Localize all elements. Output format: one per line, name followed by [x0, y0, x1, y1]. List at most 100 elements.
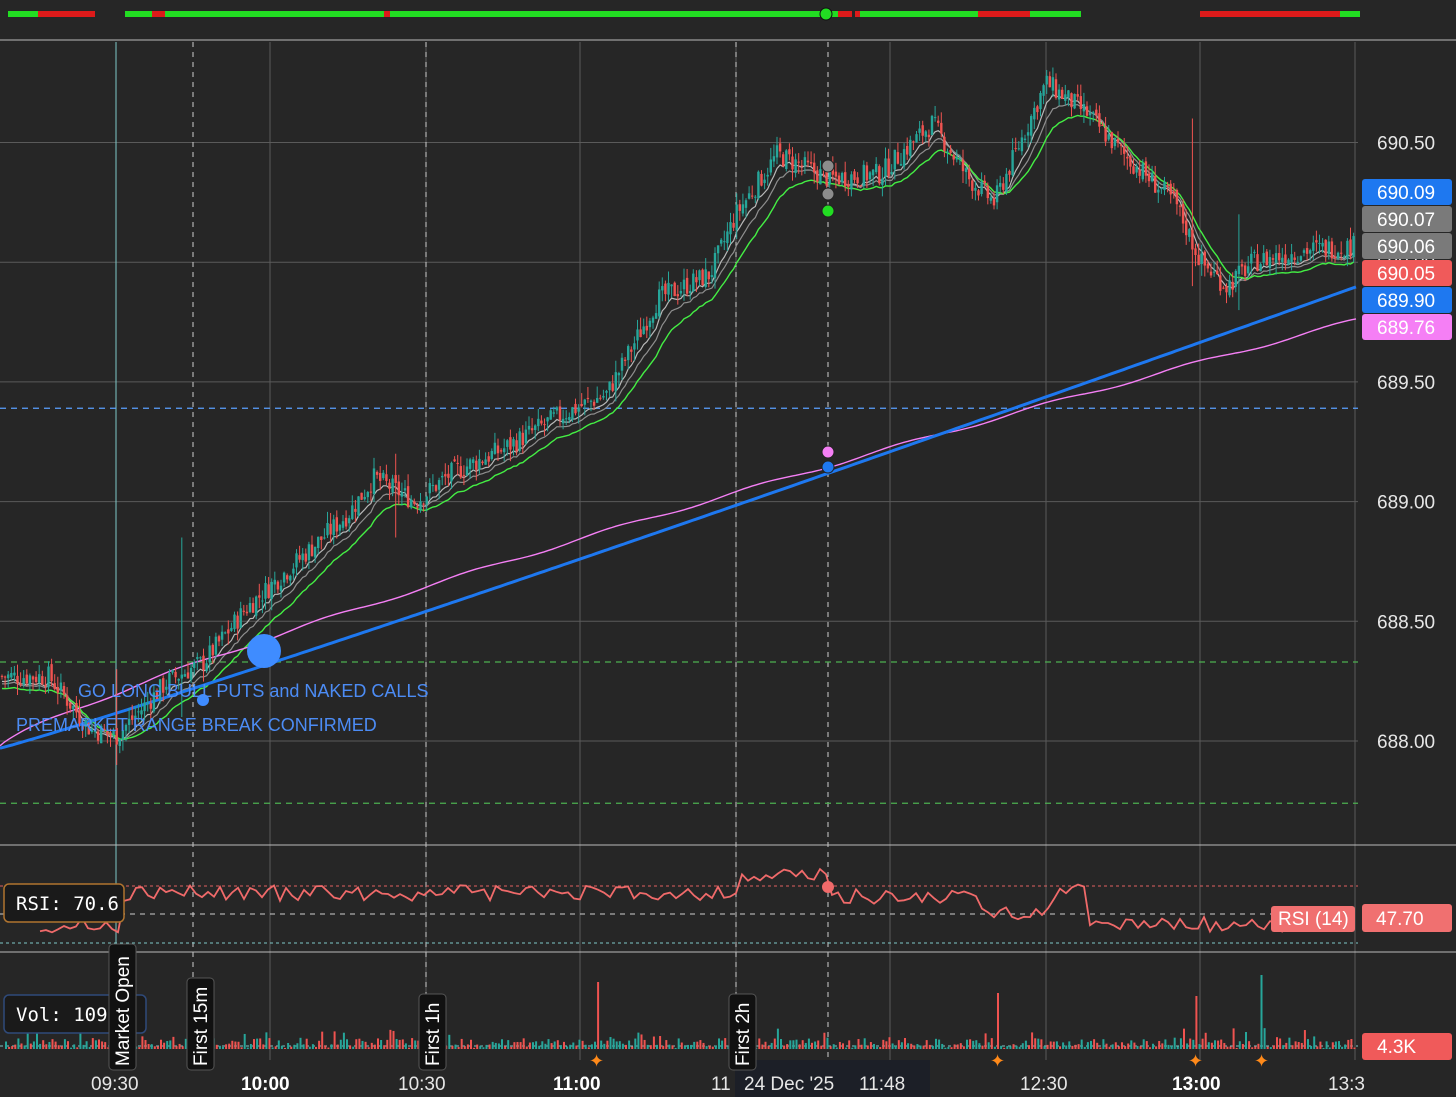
- rsi-tag[interactable]: RSI (14) 47.70: [1271, 904, 1452, 932]
- crosshair-date: 24 Dec '25: [744, 1074, 834, 1095]
- volume-bar: [1217, 1040, 1220, 1049]
- volume-bar: [1331, 1042, 1334, 1049]
- volume-bar: [913, 1045, 916, 1049]
- price-tag[interactable]: 689.76: [1362, 314, 1452, 340]
- volume-bar: [79, 1032, 82, 1049]
- volume-bar: [150, 1044, 153, 1049]
- candle-body: [375, 471, 379, 475]
- candle-body: [658, 289, 661, 317]
- candle-body: [744, 200, 748, 208]
- time-tick-label: 11: [711, 1074, 731, 1095]
- volume-bar: [702, 1042, 705, 1049]
- volume-bar: [42, 1040, 45, 1049]
- session-marker-tag: First 2h: [728, 993, 757, 1071]
- volume-bar: [609, 1037, 612, 1049]
- candle-body: [549, 410, 552, 420]
- volume-bar: [23, 1045, 26, 1049]
- candle-body: [239, 608, 242, 628]
- price-tag[interactable]: 689.90: [1362, 287, 1452, 313]
- volume-bar: [553, 1041, 556, 1049]
- candle-body: [896, 152, 900, 164]
- price-tag[interactable]: 690.06: [1362, 233, 1452, 259]
- price-tag[interactable]: 690.05: [1362, 260, 1452, 286]
- volume-bar: [1288, 1037, 1291, 1049]
- volume-bar: [563, 1041, 565, 1049]
- volume-bar: [377, 1038, 379, 1049]
- volume-bar: [296, 1043, 299, 1049]
- volume-bar: [1148, 1047, 1151, 1049]
- candle-body: [1057, 89, 1061, 100]
- candle-body: [171, 670, 174, 673]
- volume-bar: [845, 1047, 848, 1049]
- volume-bar: [718, 1038, 720, 1049]
- candle-body: [25, 674, 28, 684]
- volume-bar: [473, 1047, 476, 1049]
- candle-body: [313, 546, 317, 558]
- time-tick-label: 10:30: [398, 1074, 446, 1095]
- rsi-line: [39, 867, 1355, 934]
- candle-body: [1070, 93, 1073, 108]
- price-tag-value: 690.05: [1377, 264, 1435, 285]
- session-markers: Market Open First 15m First 1h First 2h: [108, 943, 757, 1071]
- candle-body: [1274, 253, 1278, 263]
- price-tag[interactable]: 690.09: [1362, 179, 1452, 205]
- signal-dot-small[interactable]: [197, 694, 209, 706]
- candle-body: [685, 277, 689, 294]
- crosshair-dot: [821, 460, 835, 474]
- candle-body: [1212, 271, 1216, 273]
- volume-bar: [184, 1038, 187, 1049]
- candle-body: [1138, 169, 1141, 176]
- candle-body: [493, 442, 497, 454]
- volume-bar: [271, 1047, 274, 1049]
- earnings-star-icon: ✦: [1188, 1051, 1203, 1072]
- earnings-star-icon: ✦: [990, 1051, 1005, 1072]
- volume-bar: [318, 1040, 321, 1049]
- candle-body: [1194, 248, 1197, 256]
- volume-bar: [1353, 1047, 1356, 1049]
- volume-bar: [485, 1044, 488, 1049]
- volume-bar: [1031, 1032, 1034, 1049]
- volume-bar: [373, 1044, 376, 1049]
- rsi-readout[interactable]: RSI: 70.6: [3, 883, 125, 923]
- volume-bar: [931, 1045, 934, 1049]
- candle-body: [909, 139, 912, 156]
- volume-bar: [1322, 1047, 1325, 1049]
- candle-body: [382, 472, 385, 479]
- candle-body: [797, 161, 800, 163]
- candle-body: [695, 277, 698, 283]
- trend-segment: [1030, 11, 1081, 17]
- volume-bar: [138, 1047, 141, 1049]
- candle-body: [224, 632, 227, 634]
- candle-body: [778, 143, 782, 152]
- level-lines: [0, 407, 1358, 804]
- candle-body: [692, 273, 695, 292]
- volume-bar: [107, 1047, 110, 1049]
- signal-dot-large[interactable]: [247, 634, 281, 668]
- volume-bar: [873, 1043, 875, 1049]
- candle-body: [902, 149, 906, 167]
- candle-body: [28, 675, 32, 685]
- volume-bar: [1170, 1045, 1173, 1049]
- volume-bar: [761, 1044, 764, 1049]
- volume-bar: [181, 1046, 184, 1049]
- price-tag[interactable]: 690.07: [1362, 206, 1452, 232]
- candle-body: [112, 730, 115, 735]
- volume-bar: [587, 1047, 590, 1049]
- volume-bar: [618, 1041, 621, 1049]
- candle-body: [211, 644, 214, 656]
- volume-bar: [1093, 1039, 1096, 1049]
- volume-bar: [1176, 1046, 1179, 1049]
- candle-body: [884, 158, 887, 177]
- volume-bar: [156, 1046, 159, 1049]
- candle-body: [177, 678, 180, 681]
- candle-body: [344, 517, 348, 527]
- candle-body: [1181, 204, 1185, 224]
- candle-body: [1243, 265, 1247, 276]
- candle-body: [1305, 248, 1309, 254]
- volume-bar: [690, 1044, 693, 1049]
- candle-body: [518, 431, 521, 451]
- candle-body: [716, 245, 720, 254]
- time-tick-label: 13:3: [1328, 1074, 1365, 1095]
- volume-bar: [470, 1039, 472, 1049]
